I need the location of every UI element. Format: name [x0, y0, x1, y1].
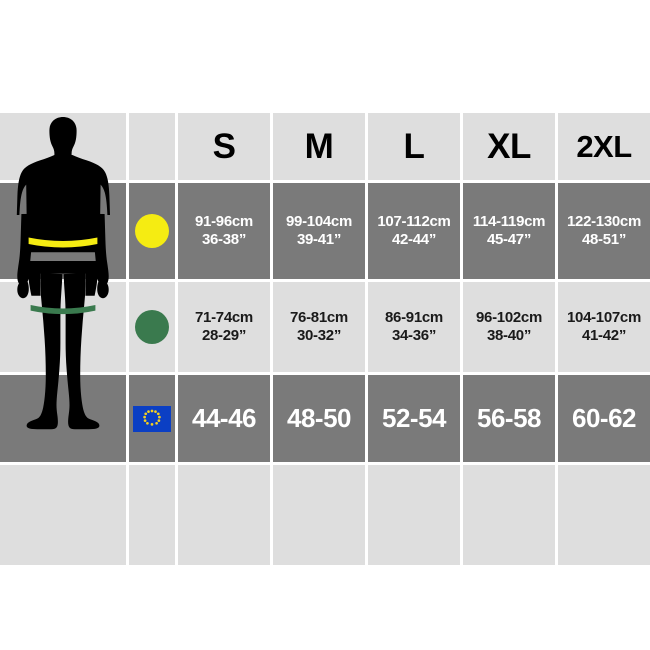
- chest-xl-cm: 114-119cm: [472, 212, 546, 230]
- green-circle-icon: [135, 310, 169, 344]
- eu-cell-xl: 56-58: [463, 375, 555, 462]
- size-label-l: L: [403, 127, 425, 166]
- eu-size-l: 52-54: [382, 403, 447, 433]
- waist-cell-2xl: 104-107cm 41-42”: [558, 282, 650, 372]
- waist-2xl-inch: 41-42”: [581, 327, 627, 344]
- chest-row-figure-cell: [0, 183, 126, 279]
- waist-xl-inch: 38-40”: [486, 327, 532, 344]
- header-cell-s: S: [178, 113, 270, 180]
- chest-row-marker-cell: [129, 183, 175, 279]
- footer-cell-l: [368, 465, 460, 565]
- chest-l-inch: 42-44”: [391, 231, 437, 248]
- waist-xl-cm: 96-102cm: [476, 308, 542, 326]
- eu-cell-m: 48-50: [273, 375, 365, 462]
- yellow-circle-icon: [135, 214, 169, 248]
- chest-xl-inch: 45-47”: [486, 231, 532, 248]
- chest-cell-s: 91-96cm 36-38”: [178, 183, 270, 279]
- chest-2xl-cm: 122-130cm: [566, 212, 642, 230]
- chest-l-cm: 107-112cm: [377, 212, 451, 230]
- eu-size-xl: 56-58: [477, 403, 542, 433]
- waist-cell-xl: 96-102cm 38-40”: [463, 282, 555, 372]
- chest-s-cm: 91-96cm: [195, 212, 253, 230]
- footer-cell-marker: [129, 465, 175, 565]
- waist-s-cm: 71-74cm: [195, 308, 253, 326]
- eu-row-marker-cell: [129, 375, 175, 462]
- size-label-m: M: [304, 127, 334, 166]
- eu-size-2xl: 60-62: [572, 403, 637, 433]
- header-cell-2xl: 2XL: [558, 113, 650, 180]
- header-cell-xl: XL: [463, 113, 555, 180]
- eu-size-s: 44-46: [192, 403, 257, 433]
- chest-2xl-inch: 48-51”: [581, 231, 627, 248]
- size-label-2xl: 2XL: [576, 129, 632, 164]
- header-cell-figure: [0, 113, 126, 180]
- size-label-xl: XL: [487, 127, 531, 166]
- chest-cell-2xl: 122-130cm 48-51”: [558, 183, 650, 279]
- waist-cell-m: 76-81cm 30-32”: [273, 282, 365, 372]
- header-cell-marker: [129, 113, 175, 180]
- eu-cell-2xl: 60-62: [558, 375, 650, 462]
- eu-cell-l: 52-54: [368, 375, 460, 462]
- waist-s-inch: 28-29”: [201, 327, 247, 344]
- eu-flag-icon: [133, 405, 171, 432]
- chest-cell-xl: 114-119cm 45-47”: [463, 183, 555, 279]
- footer-cell-m: [273, 465, 365, 565]
- waist-l-cm: 86-91cm: [385, 308, 443, 326]
- waist-m-cm: 76-81cm: [290, 308, 348, 326]
- header-cell-m: M: [273, 113, 365, 180]
- chest-cell-m: 99-104cm 39-41”: [273, 183, 365, 279]
- size-label-s: S: [212, 127, 236, 166]
- footer-cell-xl: [463, 465, 555, 565]
- chest-m-inch: 39-41”: [296, 231, 342, 248]
- waist-cell-l: 86-91cm 34-36”: [368, 282, 460, 372]
- eu-row-figure-cell: [0, 375, 126, 462]
- eu-cell-s: 44-46: [178, 375, 270, 462]
- chest-cell-l: 107-112cm 42-44”: [368, 183, 460, 279]
- footer-cell-figure: [0, 465, 126, 565]
- header-cell-l: L: [368, 113, 460, 180]
- footer-cell-2xl: [558, 465, 650, 565]
- waist-l-inch: 34-36”: [391, 327, 437, 344]
- waist-row-marker-cell: [129, 282, 175, 372]
- footer-cell-s: [178, 465, 270, 565]
- waist-cell-s: 71-74cm 28-29”: [178, 282, 270, 372]
- waist-row-figure-cell: [0, 282, 126, 372]
- eu-size-m: 48-50: [287, 403, 352, 433]
- waist-m-inch: 30-32”: [296, 327, 342, 344]
- chest-m-cm: 99-104cm: [286, 212, 352, 230]
- waist-2xl-cm: 104-107cm: [566, 308, 642, 326]
- chest-s-inch: 36-38”: [201, 231, 247, 248]
